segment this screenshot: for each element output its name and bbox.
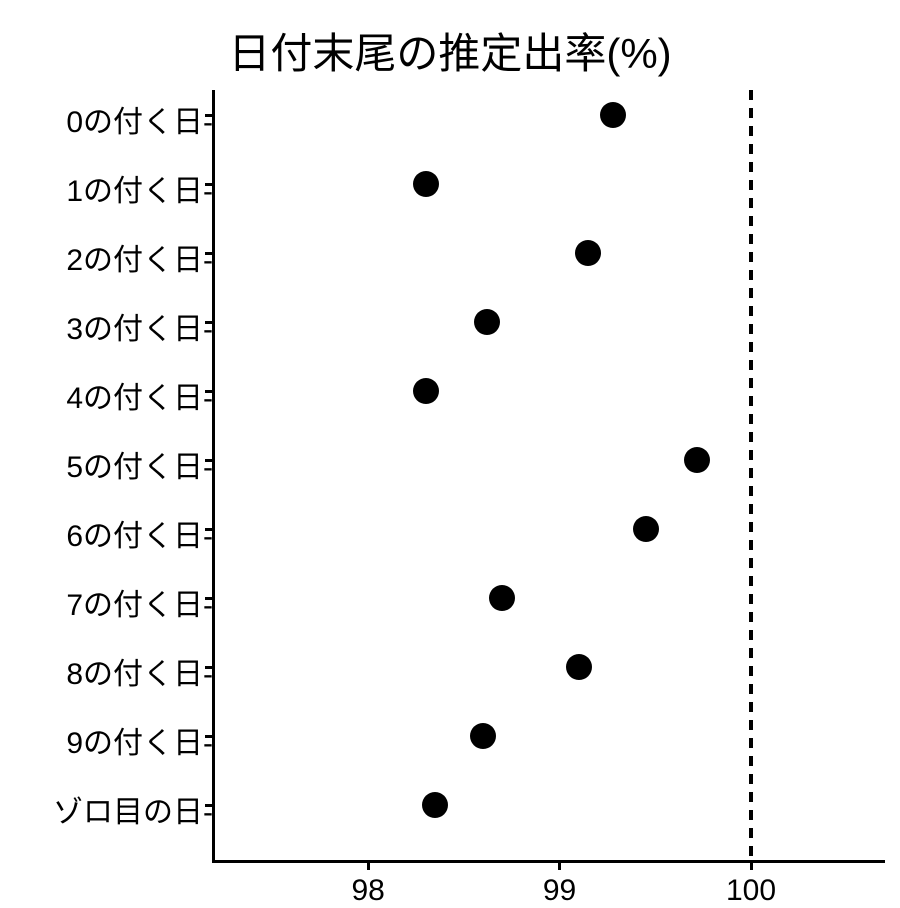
- x-axis-label: 100: [726, 874, 776, 908]
- data-point: [575, 240, 601, 266]
- y-axis-label: 7の付く日-: [13, 580, 213, 624]
- y-axis-label: 5の付く日-: [13, 442, 213, 486]
- x-axis-line: [212, 860, 885, 863]
- data-point: [566, 654, 592, 680]
- data-point: [422, 792, 448, 818]
- data-point: [489, 585, 515, 611]
- data-point: [470, 723, 496, 749]
- y-axis-label: 4の付く日-: [13, 373, 213, 417]
- y-axis-label: ゾロ目の日-: [13, 787, 213, 831]
- x-axis-label: 98: [351, 874, 384, 908]
- y-axis-label: 9の付く日-: [13, 718, 213, 762]
- chart-title: 日付末尾の推定出率(%): [0, 20, 900, 81]
- y-axis-label: 0の付く日-: [13, 97, 213, 141]
- data-point: [633, 516, 659, 542]
- x-axis-label: 99: [543, 874, 576, 908]
- y-axis-label: 2の付く日-: [13, 235, 213, 279]
- reference-line: [749, 90, 753, 860]
- plot-area: [215, 90, 885, 860]
- data-point: [413, 171, 439, 197]
- data-point: [600, 102, 626, 128]
- y-axis-label: 3の付く日-: [13, 304, 213, 348]
- y-axis-label: 1の付く日-: [13, 166, 213, 210]
- data-point: [684, 447, 710, 473]
- y-axis-label: 6の付く日-: [13, 511, 213, 555]
- y-axis-label: 8の付く日-: [13, 649, 213, 693]
- data-point: [474, 309, 500, 335]
- data-point: [413, 378, 439, 404]
